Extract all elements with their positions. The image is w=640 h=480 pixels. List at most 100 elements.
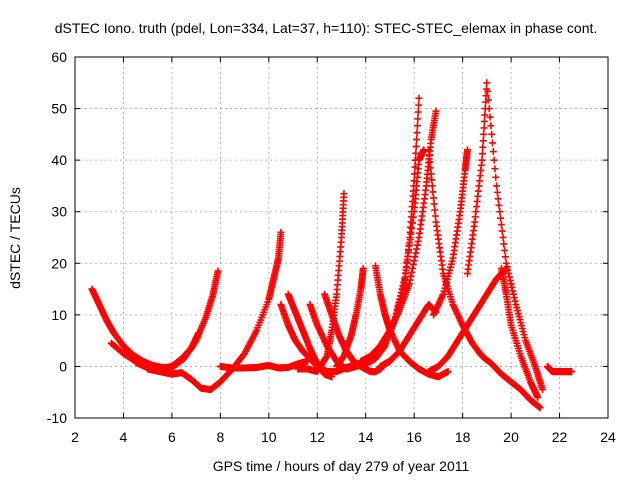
data-point <box>479 137 487 145</box>
data-point <box>539 386 547 394</box>
data-point <box>340 190 348 198</box>
data-point <box>425 146 433 154</box>
y-axis-label: dSTEC / TECUs <box>7 187 23 289</box>
x-tick-label: 18 <box>455 429 471 445</box>
x-tick-label: 12 <box>309 429 325 445</box>
data-point <box>478 150 486 158</box>
data-point <box>415 94 423 102</box>
series-2 <box>132 267 222 375</box>
data-point <box>413 129 421 137</box>
data-points <box>88 79 576 412</box>
data-point <box>406 276 414 284</box>
data-point <box>480 124 488 132</box>
x-tick-label: 4 <box>120 429 128 445</box>
data-point <box>480 130 488 138</box>
data-point <box>511 297 519 305</box>
series-4 <box>216 357 312 372</box>
data-point <box>501 246 509 254</box>
series-15 <box>425 146 544 412</box>
x-tick-label: 6 <box>168 429 176 445</box>
data-point <box>405 280 413 288</box>
y-tick-label: 50 <box>51 101 67 117</box>
data-point <box>463 146 471 154</box>
data-point <box>505 270 513 278</box>
data-point <box>322 353 330 361</box>
data-point <box>510 294 518 302</box>
data-point <box>496 208 504 216</box>
y-tick-label: 20 <box>51 255 67 271</box>
series-19 <box>497 264 542 401</box>
data-point <box>214 267 222 275</box>
data-point <box>497 221 505 229</box>
data-point <box>428 176 436 184</box>
data-point <box>499 234 507 241</box>
data-point <box>277 228 285 236</box>
x-tick-label: 14 <box>358 429 374 445</box>
series-8 <box>306 94 423 373</box>
data-point <box>405 241 413 249</box>
data-point <box>501 253 509 261</box>
x-tick-label: 24 <box>600 429 616 445</box>
data-point <box>328 373 336 381</box>
data-point <box>413 136 421 144</box>
data-point <box>429 188 437 196</box>
data-point <box>498 227 506 235</box>
data-point <box>413 122 421 130</box>
data-point <box>481 111 489 119</box>
data-point <box>482 92 490 100</box>
data-point <box>492 173 500 181</box>
y-tick-label: -10 <box>47 410 67 426</box>
data-point <box>430 200 438 208</box>
data-point <box>503 263 511 271</box>
data-point <box>493 182 501 190</box>
series-7 <box>294 190 348 376</box>
data-point <box>412 249 420 257</box>
data-point <box>500 240 508 248</box>
data-point <box>534 393 542 401</box>
data-point <box>404 252 412 260</box>
data-point <box>409 219 417 227</box>
data-point <box>407 230 415 238</box>
data-point <box>408 268 416 276</box>
data-point <box>412 149 420 157</box>
series-17 <box>425 264 510 376</box>
data-point <box>568 368 576 376</box>
data-point <box>405 247 413 255</box>
series-18 <box>463 79 547 394</box>
chart-title: dSTEC Iono. truth (pdel, Lon=334, Lat=37… <box>55 20 598 36</box>
data-point <box>400 275 408 283</box>
data-point <box>486 113 494 121</box>
series-20 <box>543 362 576 376</box>
data-point <box>413 241 421 249</box>
data-point <box>414 115 422 123</box>
data-point <box>432 107 440 115</box>
data-point <box>415 101 423 109</box>
data-point <box>400 278 408 286</box>
data-point <box>485 105 493 113</box>
x-tick-label: 8 <box>216 429 224 445</box>
y-tick-label: 0 <box>59 358 67 374</box>
data-point <box>509 287 517 295</box>
data-point <box>406 236 414 244</box>
data-point <box>398 285 406 293</box>
y-tick-label: 60 <box>51 49 67 65</box>
data-point <box>493 188 501 196</box>
data-point <box>427 164 435 172</box>
data-point <box>487 122 495 130</box>
data-point <box>495 201 503 209</box>
y-tick-label: 30 <box>51 204 67 220</box>
data-point <box>497 214 505 222</box>
data-point <box>502 259 510 267</box>
data-point <box>491 165 499 173</box>
series-16 <box>430 146 471 319</box>
data-point <box>409 213 417 221</box>
data-point <box>407 272 415 280</box>
data-point <box>414 108 422 116</box>
data-point <box>505 273 513 281</box>
data-point <box>402 264 410 272</box>
x-tick-label: 2 <box>71 429 79 445</box>
data-point <box>507 280 515 288</box>
data-point <box>413 245 421 253</box>
